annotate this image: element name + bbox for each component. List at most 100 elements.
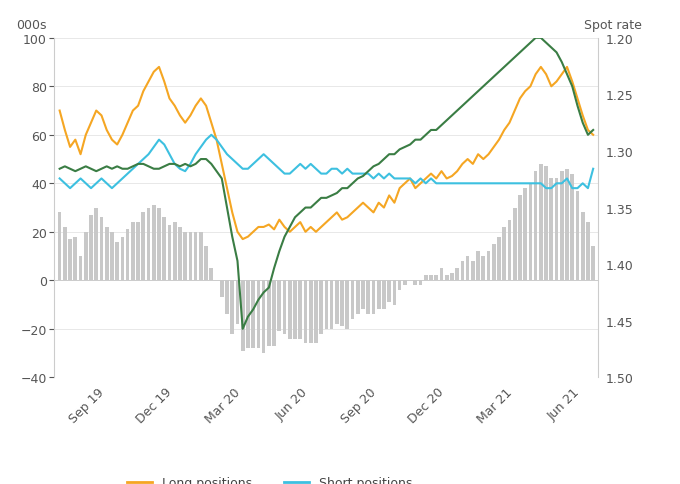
Bar bbox=[324, 281, 328, 329]
Bar bbox=[424, 276, 428, 281]
Bar bbox=[105, 227, 109, 281]
Bar bbox=[168, 225, 171, 281]
Bar bbox=[576, 191, 579, 281]
Bar bbox=[304, 281, 307, 344]
Bar bbox=[340, 281, 344, 327]
Bar bbox=[565, 169, 569, 281]
Bar bbox=[120, 237, 124, 281]
Bar bbox=[571, 174, 574, 281]
Bar bbox=[549, 179, 553, 281]
Bar bbox=[330, 281, 333, 329]
Bar bbox=[586, 223, 590, 281]
Bar bbox=[466, 257, 469, 281]
Bar bbox=[539, 165, 543, 281]
Bar bbox=[388, 281, 391, 302]
Bar bbox=[361, 281, 365, 310]
Text: 000s: 000s bbox=[16, 19, 47, 32]
Bar bbox=[220, 281, 224, 298]
Bar bbox=[63, 227, 67, 281]
Bar bbox=[528, 184, 532, 281]
Bar bbox=[110, 232, 114, 281]
Bar bbox=[534, 172, 537, 281]
Legend: Long positions, Net positions, Short positions, USDCAD (Inverted): Long positions, Net positions, Short pos… bbox=[122, 471, 443, 484]
Bar bbox=[382, 281, 386, 310]
Bar bbox=[84, 232, 88, 281]
Bar bbox=[262, 281, 265, 353]
Bar bbox=[456, 269, 459, 281]
Bar bbox=[555, 179, 558, 281]
Bar bbox=[392, 281, 396, 305]
Bar bbox=[377, 281, 381, 310]
Bar bbox=[293, 281, 297, 339]
Bar bbox=[367, 281, 370, 315]
Bar bbox=[79, 257, 82, 281]
Bar bbox=[194, 232, 197, 281]
Bar bbox=[508, 220, 511, 281]
Bar bbox=[524, 189, 527, 281]
Bar bbox=[95, 208, 98, 281]
Bar bbox=[335, 281, 339, 324]
Bar bbox=[288, 281, 292, 339]
Bar bbox=[141, 213, 145, 281]
Bar bbox=[497, 237, 501, 281]
Bar bbox=[314, 281, 318, 344]
Bar bbox=[398, 281, 401, 290]
Bar bbox=[450, 273, 454, 281]
Bar bbox=[225, 281, 229, 315]
Bar bbox=[309, 281, 313, 344]
Bar bbox=[503, 227, 506, 281]
Bar bbox=[241, 281, 245, 351]
Bar bbox=[116, 242, 119, 281]
Bar bbox=[209, 269, 213, 281]
Bar bbox=[481, 257, 485, 281]
Bar bbox=[435, 276, 438, 281]
Bar bbox=[136, 223, 140, 281]
Bar bbox=[231, 281, 234, 334]
Bar bbox=[157, 208, 161, 281]
Bar bbox=[252, 281, 255, 348]
Bar bbox=[100, 218, 103, 281]
Text: Spot rate: Spot rate bbox=[584, 19, 642, 32]
Bar bbox=[471, 261, 475, 281]
Bar bbox=[372, 281, 375, 315]
Bar bbox=[283, 281, 286, 334]
Bar bbox=[513, 208, 517, 281]
Bar bbox=[403, 281, 407, 286]
Bar bbox=[429, 276, 433, 281]
Bar bbox=[487, 252, 490, 281]
Bar bbox=[204, 247, 208, 281]
Bar bbox=[256, 281, 260, 348]
Bar bbox=[440, 269, 443, 281]
Bar bbox=[173, 223, 177, 281]
Bar bbox=[581, 213, 585, 281]
Bar bbox=[476, 252, 480, 281]
Bar bbox=[89, 215, 93, 281]
Bar bbox=[178, 227, 182, 281]
Bar bbox=[126, 230, 129, 281]
Bar bbox=[68, 240, 72, 281]
Bar bbox=[320, 281, 323, 334]
Bar bbox=[592, 247, 595, 281]
Bar bbox=[184, 232, 187, 281]
Bar bbox=[277, 281, 281, 332]
Bar bbox=[544, 167, 548, 281]
Bar bbox=[460, 261, 464, 281]
Bar bbox=[58, 213, 61, 281]
Bar bbox=[492, 244, 496, 281]
Bar bbox=[188, 232, 192, 281]
Bar bbox=[199, 232, 203, 281]
Bar bbox=[351, 281, 354, 319]
Bar bbox=[267, 281, 271, 346]
Bar bbox=[345, 281, 349, 329]
Bar bbox=[73, 237, 77, 281]
Bar bbox=[445, 276, 449, 281]
Bar bbox=[356, 281, 360, 315]
Bar bbox=[272, 281, 276, 346]
Bar bbox=[163, 218, 166, 281]
Bar bbox=[419, 281, 422, 286]
Bar bbox=[147, 208, 150, 281]
Bar bbox=[413, 281, 417, 286]
Bar bbox=[518, 196, 522, 281]
Bar bbox=[560, 172, 564, 281]
Bar bbox=[131, 223, 135, 281]
